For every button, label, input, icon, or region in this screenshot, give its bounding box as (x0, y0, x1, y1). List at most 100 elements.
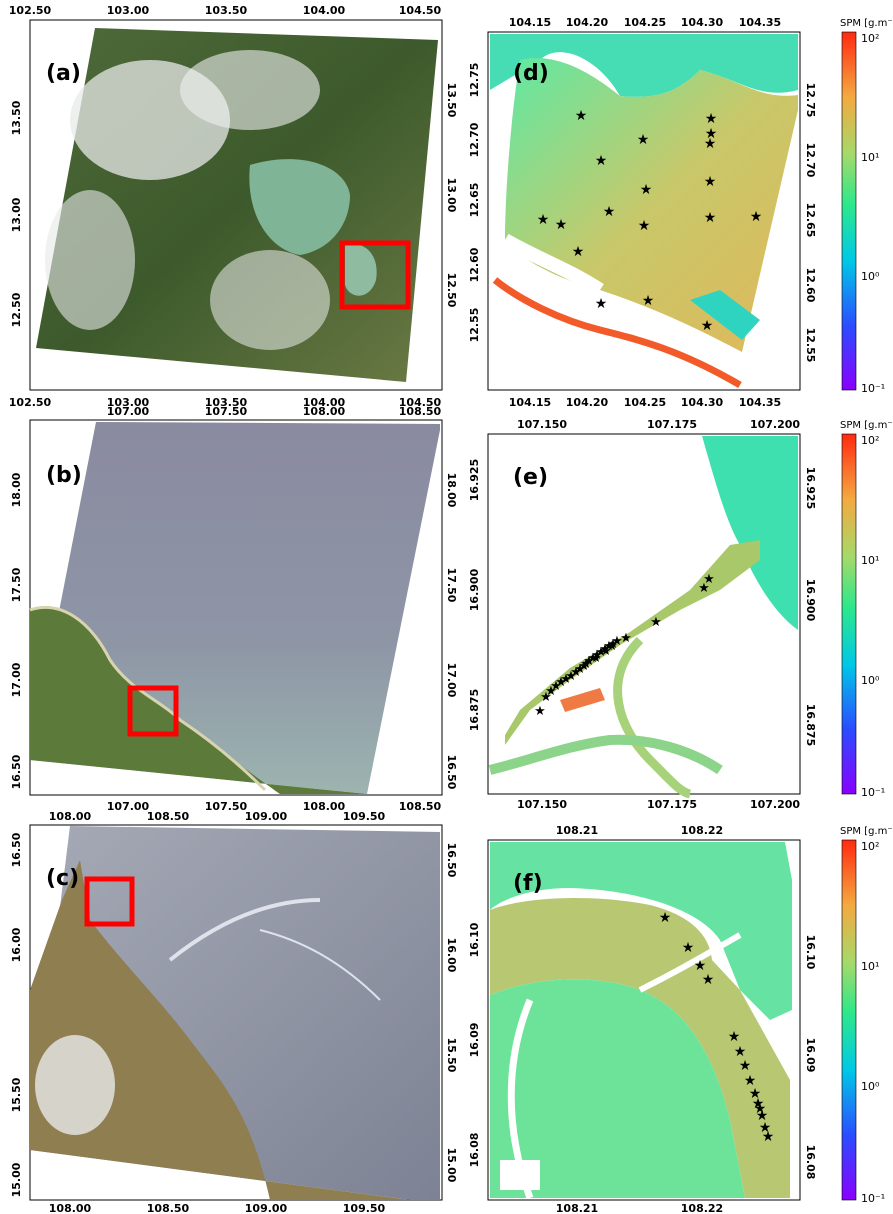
tick-label: 13.00 (445, 178, 458, 213)
station-marker: ★ (759, 1120, 772, 1136)
panel-f-river (490, 898, 790, 1198)
station-marker: ★ (534, 704, 546, 719)
tick-label: 107.175 (647, 418, 697, 431)
tick-label: 15.00 (445, 1148, 458, 1183)
tick-label: 16.50 (445, 843, 458, 878)
colorbar-tick: 10⁻¹ (861, 382, 885, 395)
station-marker: ★ (702, 972, 715, 988)
station-marker: ★ (570, 665, 582, 680)
panel-d-open-water (490, 34, 798, 97)
station-marker: ★ (537, 212, 550, 228)
tick-label: 107.200 (750, 798, 800, 811)
tick-label: 104.50 (399, 396, 442, 409)
colorbar-scale (841, 31, 857, 391)
tick-label: 16.08 (804, 1145, 817, 1180)
station-marker: ★ (749, 1086, 762, 1102)
tick-label: 12.60 (804, 268, 817, 303)
tick-label: 16.10 (468, 922, 481, 957)
tick-label: 13.50 (445, 83, 458, 118)
panel-a-top-ticks: 102.50 103.00 103.50 104.00 104.50 (9, 4, 442, 17)
colorbar-tick: 10⁰ (861, 270, 880, 283)
tick-label: 108.22 (681, 824, 723, 837)
station-marker: ★ (583, 654, 595, 669)
station-marker: ★ (560, 672, 572, 687)
panel-a: (a) 102.50 103.00 103.50 104.00 104.50 1… (9, 4, 458, 409)
tick-label: 108.50 (399, 800, 442, 813)
tick-label: 108.50 (399, 405, 442, 418)
station-marker: ★ (705, 111, 718, 127)
tick-label: 16.08 (468, 1133, 481, 1168)
tick-label: 108.00 (303, 405, 346, 418)
station-marker: ★ (734, 1044, 747, 1060)
tick-label: 12.60 (468, 247, 481, 282)
tick-label: 16.09 (468, 1023, 481, 1058)
tick-label: 16.50 (10, 754, 23, 789)
tick-label: 108.00 (49, 810, 92, 823)
tick-label: 107.50 (205, 405, 248, 418)
station-marker: ★ (704, 174, 717, 190)
tick-label: 107.150 (517, 798, 567, 811)
station-marker: ★ (698, 581, 710, 596)
panel-e-label: (e) (513, 465, 548, 490)
panel-d-stations: ★ ★ ★ ★ ★ ★ ★ ★ ★ ★ ★ ★ ★ ★ ★ ★ ★ ★ (537, 108, 763, 334)
station-marker: ★ (756, 1108, 769, 1124)
tick-label: 104.25 (624, 396, 666, 409)
station-marker: ★ (637, 132, 650, 148)
tick-label: 103.00 (107, 4, 150, 17)
tick-label: 12.55 (804, 328, 817, 363)
tick-label: 16.900 (804, 579, 817, 622)
colorbar-tick: 10⁰ (861, 674, 880, 687)
station-marker: ★ (728, 1029, 741, 1045)
panel-e-river (505, 540, 760, 745)
colorbar-tick: 10⁻¹ (861, 1192, 885, 1205)
tick-label: 104.35 (739, 16, 781, 29)
station-marker: ★ (600, 644, 612, 659)
tick-label: 102.50 (9, 396, 52, 409)
tick-label: 15.00 (10, 1162, 23, 1197)
tick-label: 107.00 (107, 800, 150, 813)
tick-label: 16.875 (468, 689, 481, 731)
tick-label: 12.50 (445, 273, 458, 308)
tick-label: 104.50 (399, 4, 442, 17)
colorbar-tick: 10⁰ (861, 1080, 880, 1093)
tick-label: 15.50 (445, 1038, 458, 1073)
tick-label: 12.65 (468, 183, 481, 218)
station-marker: ★ (595, 645, 607, 660)
panel-e-sea (702, 436, 798, 630)
tonle-sap-lake (249, 159, 350, 255)
panel-c-study-area-box (84, 876, 135, 927)
tick-label: 104.20 (566, 16, 609, 29)
tick-label: 103.50 (205, 4, 248, 17)
tick-label: 108.50 (147, 1202, 190, 1214)
station-marker: ★ (640, 182, 653, 198)
tick-label: 16.50 (445, 755, 458, 790)
tick-label: 107.150 (517, 418, 567, 431)
panel-f-label: (f) (513, 871, 543, 896)
tick-label: 18.00 (10, 472, 23, 507)
tick-label: 107.175 (647, 798, 697, 811)
tick-label: 16.50 (10, 832, 23, 867)
panel-d: (d) ★ ★ ★ ★ ★ ★ ★ ★ ★ ★ ★ ★ ★ ★ ★ ★ ★ ★ … (468, 16, 817, 409)
tick-label: 104.00 (303, 4, 346, 17)
tick-label: 17.00 (10, 662, 23, 697)
tick-label: 102.50 (9, 4, 52, 17)
tick-label: 104.25 (624, 16, 666, 29)
tick-label: 108.21 (556, 824, 598, 837)
panel-b: (b) 107.00 107.50 108.00 108.50 107.00 1… (10, 405, 458, 813)
panel-a-label: (a) (46, 61, 81, 86)
tick-label: 109.50 (343, 1202, 386, 1214)
station-marker: ★ (545, 684, 557, 699)
station-marker: ★ (591, 648, 603, 663)
station-marker: ★ (650, 615, 662, 630)
panel-f-stations: ★ ★ ★ ★ ★ ★ ★ ★ ★ ★ ★ ★ ★ ★ (659, 910, 775, 1145)
station-marker: ★ (565, 669, 577, 684)
panel-a-study-area-box (339, 240, 411, 310)
colorbar-scale (841, 839, 857, 1201)
tick-label: 13.00 (10, 197, 23, 232)
station-marker: ★ (607, 637, 619, 652)
panel-d-coastal-high-spm (492, 277, 742, 389)
station-marker: ★ (540, 690, 552, 705)
station-marker: ★ (595, 153, 608, 169)
station-marker: ★ (694, 958, 707, 974)
station-marker: ★ (750, 209, 763, 225)
